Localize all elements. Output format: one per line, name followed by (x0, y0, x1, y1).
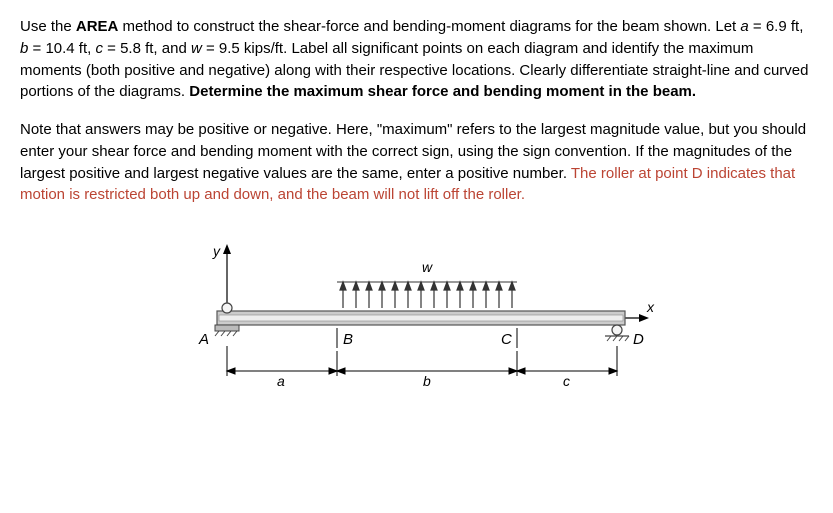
x-axis-arrow-icon (639, 314, 649, 322)
note-red-d: D (692, 165, 703, 182)
text: = 6.9 ft, (749, 18, 804, 35)
w-label: w (422, 259, 433, 275)
diagram-container: y x w (20, 236, 813, 406)
label-C: C (501, 331, 512, 348)
label-B: B (343, 331, 353, 348)
text: Use the (20, 18, 76, 35)
dimension-lines (227, 346, 617, 376)
y-label: y (212, 243, 221, 259)
text: = 5.8 ft, and (103, 40, 191, 57)
label-A: A (198, 331, 209, 348)
x-label: x (646, 299, 655, 315)
roller-support-d-icon (605, 325, 629, 341)
text: = 10.4 ft, (28, 40, 95, 57)
y-axis-arrow-icon (223, 244, 231, 254)
beam-diagram: y x w (177, 236, 657, 406)
var-w: w (191, 40, 202, 57)
bold-determine: Determine the maximum shear force and be… (189, 83, 696, 100)
problem-paragraph: Use the AREA method to construct the she… (20, 16, 813, 103)
var-a: a (740, 18, 748, 35)
beam (217, 311, 625, 325)
dim-a: a (277, 373, 285, 389)
text: method to construct the shear-force and … (118, 18, 740, 35)
bold-area: AREA (76, 18, 119, 35)
diagram-svg: y x w (177, 236, 657, 406)
label-D: D (633, 331, 644, 348)
note-paragraph: Note that answers may be positive or neg… (20, 119, 813, 206)
var-c: c (95, 40, 103, 57)
note-red1: The roller at point (571, 165, 692, 182)
distributed-load: w (337, 259, 517, 308)
dim-c: c (563, 373, 570, 389)
dim-b: b (423, 373, 431, 389)
